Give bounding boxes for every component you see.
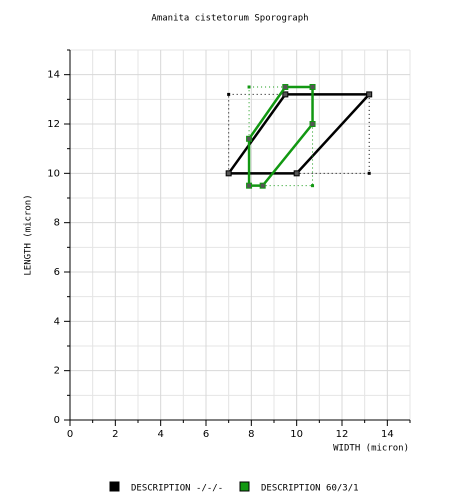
y-tick-label: 10 xyxy=(47,168,60,179)
x-tick-label: 12 xyxy=(336,429,349,440)
box-corner xyxy=(227,92,231,96)
x-tick-label: 4 xyxy=(157,429,163,440)
x-axis-label: WIDTH (micron) xyxy=(333,444,409,454)
bounding-box xyxy=(228,93,370,174)
vertex-marker xyxy=(282,91,289,98)
vertex-marker xyxy=(246,182,253,189)
x-tick-label: 2 xyxy=(112,429,118,440)
chart-title: Amanita cistetorum Sporograph xyxy=(151,14,308,24)
vertex-marker xyxy=(282,84,289,90)
legend-swatch xyxy=(239,481,250,492)
box-corner xyxy=(247,85,251,89)
y-tick-label: 2 xyxy=(54,366,60,377)
x-tick-label: 10 xyxy=(290,429,303,440)
y-tick-label: 6 xyxy=(54,267,60,278)
vertex-marker xyxy=(225,170,232,177)
y-tick-label: 4 xyxy=(54,316,60,327)
box-corner xyxy=(311,184,315,188)
y-tick-label: 8 xyxy=(54,218,60,229)
y-tick-label: 14 xyxy=(47,70,60,81)
vertex-marker xyxy=(259,182,266,189)
vertex-marker xyxy=(246,135,253,142)
bounding-box xyxy=(248,86,314,187)
box-corner xyxy=(367,171,371,175)
x-tick-label: 0 xyxy=(67,429,73,440)
legend-label: DESCRIPTION 60/3/1 xyxy=(261,484,359,494)
vertex-marker xyxy=(293,170,300,177)
vertex-marker xyxy=(366,91,373,98)
legend-swatch xyxy=(109,481,120,492)
legend-label: DESCRIPTION -/-/- xyxy=(131,484,223,494)
x-tick-label: 6 xyxy=(203,429,209,440)
x-tick-label: 8 xyxy=(248,429,254,440)
vertex-marker xyxy=(309,121,316,127)
y-axis-label: LENGTH (micron) xyxy=(24,194,34,275)
y-tick-label: 0 xyxy=(54,415,60,426)
y-tick-label: 12 xyxy=(47,119,60,130)
vertex-marker xyxy=(309,84,316,90)
x-tick-label: 14 xyxy=(381,429,394,440)
